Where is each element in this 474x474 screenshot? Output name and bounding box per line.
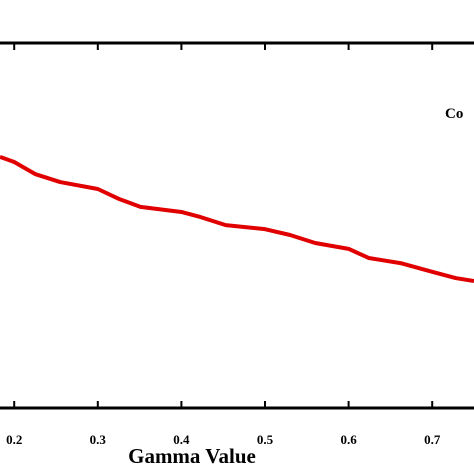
data-line <box>0 154 474 283</box>
x-tick-label: 0.6 <box>340 432 357 447</box>
x-tick-label: 0.4 <box>173 432 190 447</box>
x-tick-label: 0.3 <box>90 432 107 447</box>
legend-entry: Co <box>445 106 463 122</box>
x-tick-label: 0.5 <box>257 432 274 447</box>
x-tick-label: 0.2 <box>6 432 22 447</box>
x-tick-label: 0.7 <box>424 432 441 447</box>
x-axis-label: Gamma Value <box>128 444 256 468</box>
